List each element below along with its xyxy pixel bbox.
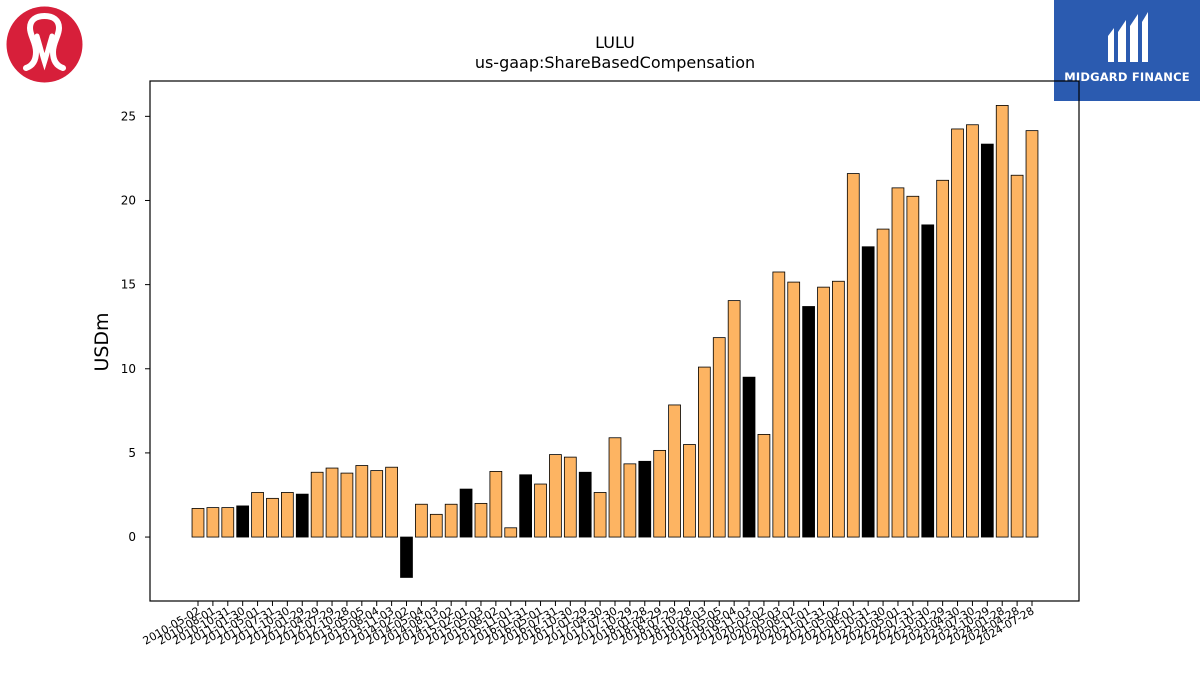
midgard-finance-logo-icon	[1108, 12, 1148, 62]
bar-2019-08-04	[727, 300, 741, 538]
y-tick-label: 5	[128, 446, 136, 460]
bar-2014-08-03	[429, 513, 443, 538]
bar-2018-01-28	[638, 460, 652, 538]
bar-2021-05-02	[832, 280, 845, 538]
bar-2020-02-02	[757, 433, 771, 538]
chart-subtitle: us-gaap:ShareBasedCompensation	[475, 53, 755, 72]
bar-2017-04-30	[593, 492, 607, 538]
bar-2020-08-02	[787, 281, 801, 538]
bar-2017-01-29	[578, 471, 592, 538]
bar-2019-02-03	[698, 366, 711, 538]
bar-2011-05-01	[251, 492, 264, 538]
chart-title: LULU	[595, 33, 635, 52]
bar-2012-01-29	[295, 493, 309, 538]
bar-2024-01-28	[995, 105, 1009, 538]
bar-2013-11-03	[385, 466, 398, 538]
bar-2023-01-29	[936, 179, 950, 538]
bar-2015-02-01	[459, 488, 473, 538]
bar-2017-07-30	[608, 437, 622, 538]
bar-2015-08-02	[489, 471, 503, 538]
brand-name: MIDGARD FINANCE	[1064, 70, 1190, 84]
bar-2022-01-30	[876, 228, 890, 538]
bar-2020-05-03	[772, 271, 786, 538]
bar-2020-11-01	[802, 306, 815, 538]
bar-2018-10-28	[683, 444, 696, 538]
y-tick-label: 0	[128, 530, 136, 544]
y-tick-label: 15	[121, 278, 136, 292]
bar-2013-08-04	[370, 470, 384, 538]
bar-2014-05-04	[415, 503, 428, 538]
bar-2010-08-01	[206, 507, 220, 538]
bar-2023-07-30	[966, 124, 979, 538]
plot-frame	[149, 80, 1080, 602]
y-tick-label: 20	[121, 193, 136, 207]
bar-2024-04-28	[1010, 174, 1024, 538]
bar-2013-05-05	[355, 465, 369, 538]
bar-2021-01-31	[817, 286, 830, 538]
bar-2012-10-28	[340, 472, 354, 538]
bar-2022-05-01	[891, 187, 905, 538]
bar-2012-04-29	[310, 471, 324, 538]
bar-2022-10-30	[921, 224, 935, 538]
bar-2017-10-29	[623, 463, 637, 538]
bar-2015-05-03	[474, 502, 488, 538]
bar-2023-04-30	[951, 128, 964, 538]
bar-2011-01-30	[236, 505, 250, 538]
bar-2019-05-05	[712, 337, 726, 538]
midgard-finance-logo: MIDGARD FINANCE	[1054, 0, 1200, 101]
bar-2021-08-01	[846, 173, 860, 538]
bar-2012-07-29	[325, 467, 339, 538]
bar-2016-07-31	[549, 454, 562, 538]
bar-2014-02-02	[400, 536, 413, 578]
bar-2014-11-02	[444, 503, 458, 538]
bar-2018-04-29	[653, 449, 667, 538]
bar-2019-11-03	[742, 376, 756, 538]
lululemon-logo-icon	[6, 6, 83, 83]
bar-2023-10-29	[980, 143, 994, 538]
bar-2011-10-30	[280, 492, 294, 538]
y-axis-label: USDm	[91, 312, 113, 371]
bar-2011-07-31	[266, 497, 279, 538]
y-tick-label: 25	[121, 109, 136, 123]
bar-2010-05-02	[191, 508, 205, 538]
bar-2018-07-29	[668, 404, 681, 538]
bar-2016-05-01	[534, 483, 547, 538]
y-tick-label: 10	[121, 362, 136, 376]
bar-2021-10-31	[861, 246, 875, 538]
bar-2016-01-31	[519, 474, 533, 538]
bar-2024-07-28	[1025, 130, 1039, 538]
bar-2010-10-31	[221, 507, 235, 538]
bar-2015-11-01	[504, 527, 518, 538]
bar-2022-07-31	[906, 195, 920, 538]
bar-2016-10-30	[563, 456, 577, 538]
